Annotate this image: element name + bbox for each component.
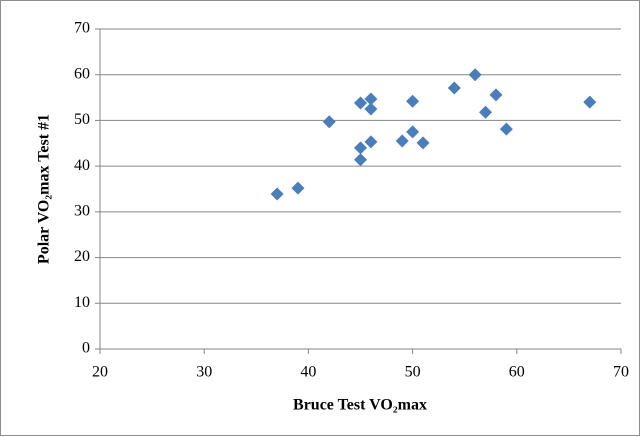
point: [322, 115, 336, 129]
point: [395, 134, 409, 148]
point: [489, 88, 503, 102]
y-tick-label: 20: [74, 248, 90, 265]
x-axis-title: Bruce Test VO₂max: [293, 397, 427, 414]
x-tick-label: 50: [405, 364, 421, 381]
point: [270, 187, 284, 201]
point: [406, 94, 420, 108]
y-tick-label: 0: [82, 340, 90, 357]
x-tick-label: 20: [92, 364, 108, 381]
point: [291, 181, 305, 195]
point: [364, 135, 378, 149]
point: [406, 125, 420, 139]
y-axis-title: Polar VO₂max Test #1: [36, 114, 53, 264]
x-tick-label: 30: [196, 364, 212, 381]
y-tick-label: 50: [74, 111, 90, 128]
point: [364, 92, 378, 106]
point: [354, 153, 367, 167]
y-tick-label: 40: [74, 157, 90, 174]
point: [447, 81, 461, 95]
point: [416, 136, 430, 150]
y-tick-label: 10: [74, 294, 90, 311]
y-tick-label: 30: [74, 203, 90, 220]
point: [583, 95, 597, 109]
point: [499, 122, 513, 136]
y-tick-label: 70: [74, 20, 90, 37]
x-tick-label: 70: [613, 364, 629, 381]
point: [354, 96, 367, 110]
point: [354, 141, 367, 155]
x-tick-label: 60: [509, 364, 525, 381]
point: [479, 105, 493, 119]
point: [364, 102, 378, 116]
point: [468, 68, 482, 82]
y-tick-label: 60: [74, 65, 90, 82]
x-tick-label: 40: [300, 364, 316, 381]
